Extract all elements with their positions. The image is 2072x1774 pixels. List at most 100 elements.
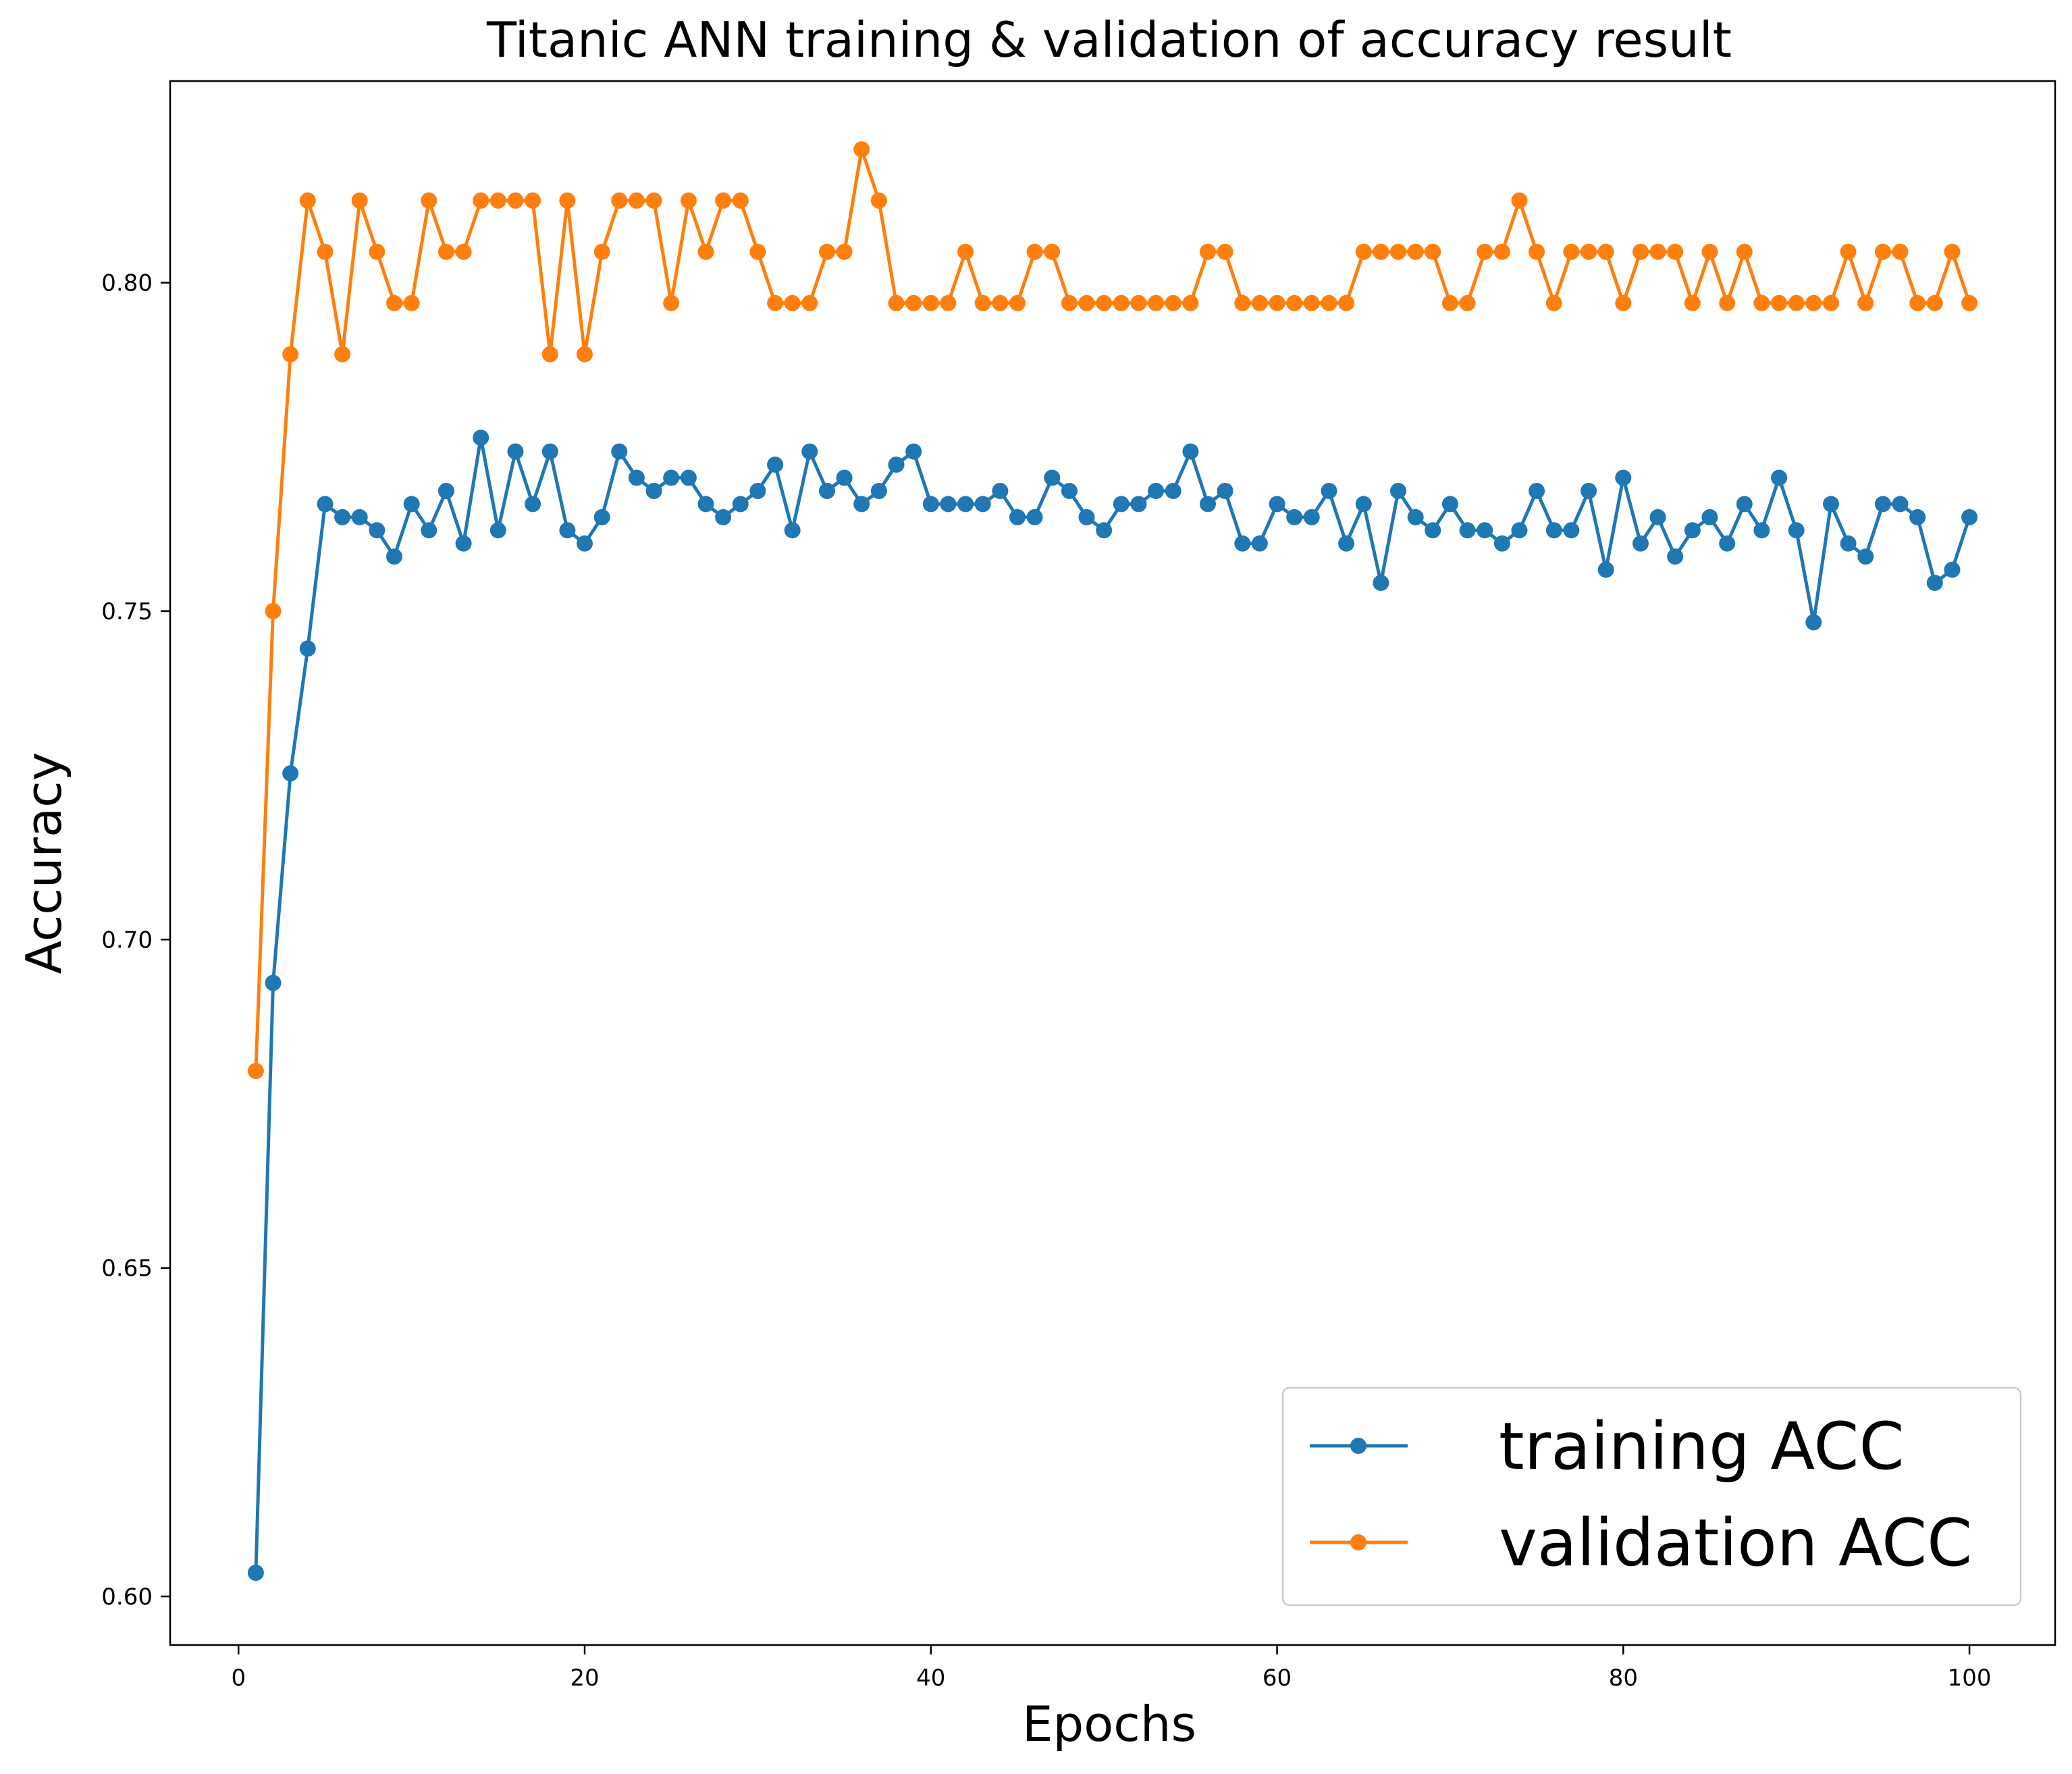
data-point xyxy=(1373,575,1389,592)
data-point xyxy=(403,294,420,311)
data-point xyxy=(473,192,489,209)
data-point xyxy=(334,346,351,363)
data-point xyxy=(749,243,766,260)
data-point xyxy=(1148,294,1165,311)
data-point xyxy=(1130,294,1147,311)
data-point xyxy=(1355,496,1372,513)
data-point xyxy=(1667,548,1684,565)
data-point xyxy=(1580,243,1597,260)
data-point xyxy=(611,443,628,460)
data-point xyxy=(1823,496,1839,513)
data-point xyxy=(299,640,316,657)
data-point xyxy=(888,294,905,311)
data-point xyxy=(957,496,974,513)
data-point xyxy=(663,469,680,486)
data-point xyxy=(645,192,662,209)
data-point xyxy=(386,294,402,311)
data-point xyxy=(473,429,489,446)
data-point xyxy=(957,243,974,260)
x-tick-label: 40 xyxy=(916,1665,945,1692)
data-point xyxy=(369,522,386,539)
data-point xyxy=(1753,294,1770,311)
x-tick-label: 80 xyxy=(1609,1665,1638,1692)
data-point xyxy=(1355,243,1372,260)
data-point xyxy=(1857,548,1874,565)
x-tick-label: 60 xyxy=(1263,1665,1292,1692)
data-point xyxy=(1459,522,1476,539)
legend: training ACC validation ACC xyxy=(1281,1386,2022,1607)
data-point xyxy=(507,443,524,460)
x-tick-label: 100 xyxy=(1948,1665,1992,1692)
data-point xyxy=(1026,243,1043,260)
data-point xyxy=(593,508,610,525)
data-point xyxy=(801,294,818,311)
plot-area-frame xyxy=(169,80,2056,1646)
data-point xyxy=(1701,243,1718,260)
data-point xyxy=(784,294,801,311)
data-point xyxy=(1909,294,1926,311)
data-point xyxy=(317,243,334,260)
data-point xyxy=(1321,483,1337,499)
data-point xyxy=(577,346,593,363)
data-point xyxy=(1338,294,1355,311)
data-point xyxy=(1009,508,1026,525)
data-point xyxy=(628,192,645,209)
data-point xyxy=(386,548,402,565)
data-point xyxy=(784,522,801,539)
data-point xyxy=(1597,243,1614,260)
data-point xyxy=(1269,496,1285,513)
data-point xyxy=(421,192,437,209)
data-point xyxy=(940,496,957,513)
data-point xyxy=(801,443,818,460)
data-point xyxy=(282,346,299,363)
data-point xyxy=(974,294,991,311)
data-point xyxy=(888,456,905,473)
data-point xyxy=(1217,243,1233,260)
data-point xyxy=(1545,522,1562,539)
data-point xyxy=(1736,243,1753,260)
data-point xyxy=(870,483,887,499)
data-point xyxy=(1823,294,1839,311)
data-point xyxy=(767,456,784,473)
data-point xyxy=(1615,294,1632,311)
data-point xyxy=(836,469,853,486)
legend-label: training ACC xyxy=(1499,1409,1904,1484)
data-point xyxy=(1892,496,1909,513)
data-point xyxy=(663,294,680,311)
data-point xyxy=(455,535,472,552)
data-point xyxy=(1597,561,1614,578)
data-point xyxy=(1165,483,1181,499)
data-point xyxy=(1684,294,1701,311)
data-point xyxy=(1425,522,1441,539)
data-point xyxy=(1217,483,1233,499)
data-point xyxy=(1909,508,1926,525)
data-point xyxy=(369,243,386,260)
data-point xyxy=(507,192,524,209)
data-point xyxy=(351,508,368,525)
data-point xyxy=(525,496,541,513)
data-point xyxy=(1390,483,1406,499)
data-point xyxy=(299,192,316,209)
data-point xyxy=(265,603,282,619)
data-point xyxy=(1234,535,1251,552)
y-tick-label: 0.70 xyxy=(101,927,153,954)
data-point xyxy=(541,443,558,460)
data-point xyxy=(1545,294,1562,311)
data-point xyxy=(974,496,991,513)
data-point xyxy=(1840,243,1857,260)
data-point xyxy=(853,496,870,513)
data-point xyxy=(1303,508,1320,525)
data-point xyxy=(1148,483,1165,499)
data-point xyxy=(1061,483,1078,499)
data-point xyxy=(1477,243,1493,260)
data-point xyxy=(905,443,922,460)
data-point xyxy=(1805,614,1822,631)
data-point xyxy=(1701,508,1718,525)
data-point xyxy=(1182,443,1199,460)
data-point xyxy=(697,243,714,260)
data-point xyxy=(1857,294,1874,311)
data-point xyxy=(715,508,732,525)
plot-series xyxy=(247,141,1978,1581)
data-point xyxy=(1529,243,1545,260)
